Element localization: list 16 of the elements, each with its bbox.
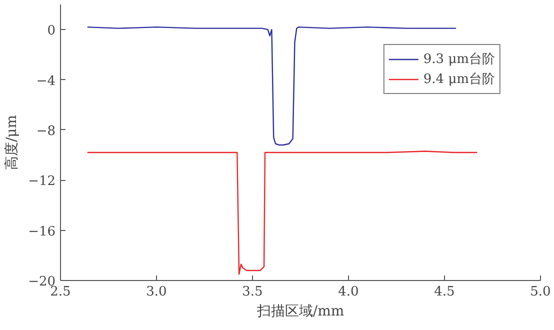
legend-label: 9.4 μm台阶 bbox=[423, 71, 495, 88]
legend-label: 9.3 μm台阶 bbox=[423, 51, 495, 68]
y-tick-label: 0 bbox=[47, 24, 56, 39]
x-tick-label: 2.5 bbox=[50, 284, 71, 300]
y-axis-title: 高度/μm bbox=[4, 114, 20, 170]
x-axis-title: 扫描区域/mm bbox=[256, 304, 344, 320]
y-tick-label: −16 bbox=[28, 224, 56, 240]
x-tick-label: 5.0 bbox=[530, 284, 551, 300]
x-tick-label: 3.0 bbox=[146, 284, 167, 300]
y-tick-label: −12 bbox=[28, 174, 56, 190]
x-tick-label: 4.5 bbox=[434, 284, 455, 300]
x-tick-label: 4.0 bbox=[338, 284, 359, 300]
y-tick-label: −4 bbox=[36, 74, 56, 89]
y-tick-label: −8 bbox=[36, 124, 56, 139]
x-tick-label: 3.5 bbox=[242, 284, 263, 300]
line-series bbox=[86, 150, 478, 275]
